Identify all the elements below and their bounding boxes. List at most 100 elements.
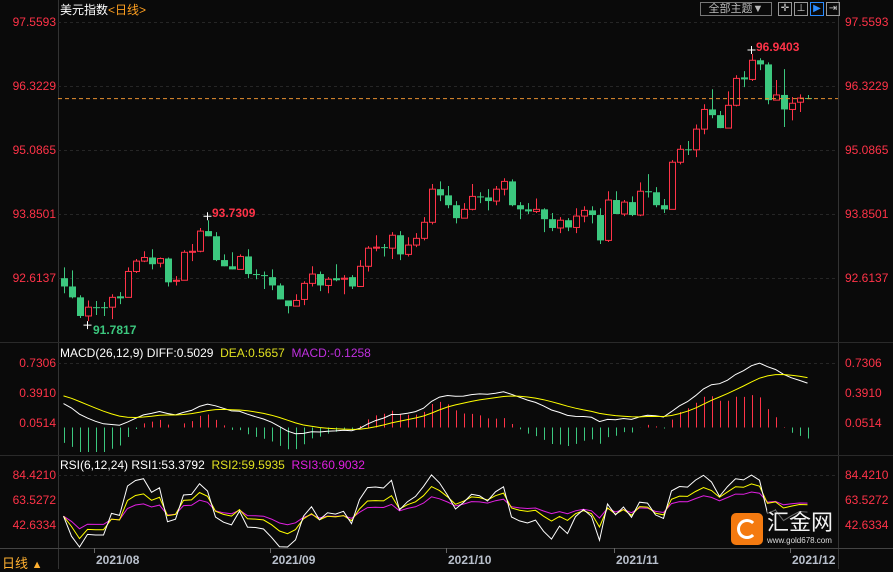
candle-body-down [437, 189, 444, 196]
candle-body-up [733, 77, 740, 106]
candle-body-down [149, 257, 156, 265]
candle-body-down [253, 274, 260, 276]
candle-body-up [501, 180, 508, 190]
candle-body-up [773, 94, 780, 101]
play-icon[interactable]: ▶ [810, 2, 824, 16]
rsi1-value: RSI1:53.3792 [131, 458, 205, 472]
candle-body-down [781, 94, 788, 110]
candle-body-up [181, 251, 188, 281]
time-label: 2021/12 [792, 553, 836, 567]
price-label-left: 92.6137 [12, 271, 56, 285]
logo-url: www.gold678.com [767, 536, 832, 545]
macd-value: MACD:-0.1258 [291, 346, 371, 360]
macd-label-left: 0.0514 [19, 416, 56, 430]
candle-body-up [701, 108, 708, 130]
range-icon[interactable]: ⊥ [794, 2, 808, 16]
theme-dropdown[interactable]: 全部主题▼ [700, 2, 772, 16]
macd-dea: DEA:0.5657 [220, 346, 285, 360]
candle-body-down [477, 196, 484, 198]
candle-body-up [325, 278, 332, 286]
candle-body-down [77, 297, 84, 316]
candle-body-down [717, 115, 724, 129]
rsi-label-left: 63.5272 [12, 493, 56, 507]
candle-body-down [93, 307, 100, 309]
candle-body-down [333, 278, 340, 281]
period-selector[interactable]: 日线 ▲ [2, 553, 43, 572]
candle-body-down [453, 205, 460, 219]
rsi1-line [63, 474, 808, 548]
candle-body-down [397, 235, 404, 255]
candle-body-up [197, 230, 204, 252]
logo-name: 汇金网 [767, 510, 834, 535]
candle-body-down [629, 202, 636, 216]
crosshair-icon[interactable]: ✛ [778, 2, 792, 16]
price-label-right: 93.8501 [845, 207, 889, 221]
candle-body-down [541, 209, 548, 220]
candle-body-up [621, 201, 628, 215]
price-label-right: 97.5593 [845, 15, 889, 29]
rsi-label-right: 42.6334 [845, 518, 889, 532]
price-label-left: 97.5593 [12, 15, 56, 29]
candle-body-down [525, 209, 532, 212]
price-label-left: 93.8501 [12, 207, 56, 221]
time-tick [614, 548, 615, 553]
macd-title: MACD(26,12,9) [60, 346, 144, 360]
candle-body-up [493, 188, 500, 202]
candle-body-down [213, 236, 220, 261]
candle-body-up [373, 246, 380, 249]
candle-body-up [413, 237, 420, 246]
time-tick [446, 548, 447, 553]
macd-diff-line [63, 362, 808, 435]
candle-body-down [117, 296, 124, 299]
candle-body-up [389, 234, 396, 249]
candle-body-down [509, 181, 516, 206]
candle-body-up [429, 188, 436, 223]
right-axis-border [838, 0, 839, 569]
period-label: <日线> [108, 3, 147, 17]
gold678-logo-icon [731, 513, 763, 545]
candle-body-down [381, 247, 388, 249]
low-price-annotation: 91.7817 [93, 323, 137, 337]
price-label-left: 95.0865 [12, 143, 56, 157]
extreme-marker [203, 212, 212, 221]
candle-body-up [557, 219, 564, 229]
instrument-name: 美元指数 [60, 3, 109, 17]
candle-body-down [741, 77, 748, 80]
candle-body-up [405, 244, 412, 255]
candle-body-down [661, 205, 668, 210]
candle-body-up [677, 148, 684, 163]
candle-body-down [261, 275, 268, 277]
panel-divider-rsi [0, 455, 893, 456]
candle-body-up [693, 128, 700, 151]
caret-up-icon: ▲ [31, 559, 43, 571]
candle-body-up [469, 195, 476, 210]
time-label: 2021/10 [448, 553, 492, 567]
candle-body-up [669, 161, 676, 210]
candle-body-up [133, 260, 140, 272]
candle-body-down [757, 60, 764, 65]
candle-body-up [157, 258, 164, 264]
candle-body-down [221, 260, 228, 267]
time-label: 2021/11 [616, 553, 659, 567]
candle-body-down [101, 307, 108, 309]
price-label-right: 96.3229 [845, 79, 889, 93]
candle-body-up [109, 296, 116, 308]
exit-icon[interactable]: ⇥ [826, 2, 840, 16]
candle-body-down [229, 266, 236, 270]
macd-dea-line [63, 373, 808, 430]
candle-body-down [517, 205, 524, 210]
local-high-annotation: 93.7309 [212, 206, 256, 220]
candle-body-down [285, 300, 292, 307]
candle-body-down [61, 278, 68, 287]
rsi-label-left: 84.4210 [12, 468, 56, 482]
candle-body-down [269, 277, 276, 286]
rsi-legend: RSI(6,12,24) RSI1:53.3792 RSI2:59.5935 R… [60, 458, 365, 472]
rsi-title: RSI(6,12,24) [60, 458, 129, 472]
chevron-down-icon: ▼ [752, 3, 764, 15]
macd-label-right: 0.0514 [845, 416, 882, 430]
candle-body-up [237, 255, 244, 270]
candle-body-up [357, 265, 364, 287]
rsi-label-right: 84.4210 [845, 468, 889, 482]
candle-body-down [597, 215, 604, 241]
